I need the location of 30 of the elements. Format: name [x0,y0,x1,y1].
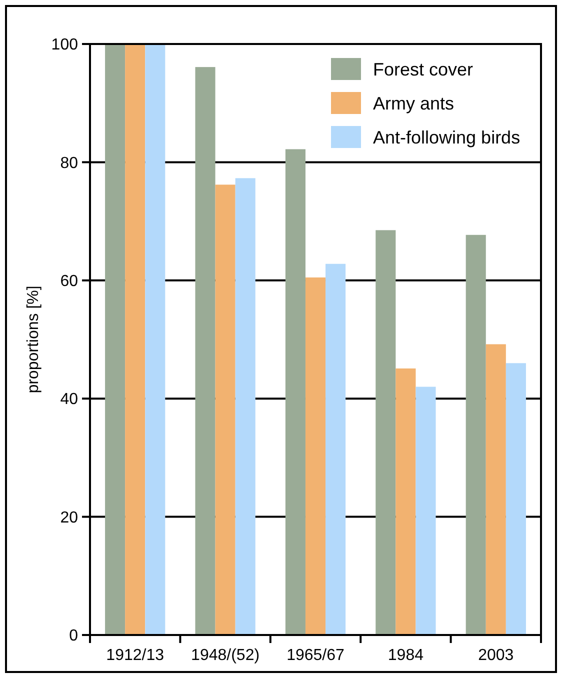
y-axis-title: proportions [%] [25,286,42,394]
bar [305,277,326,635]
y-tick-label: 60 [60,273,78,290]
legend-label: Ant-following birds [373,127,520,148]
bar [416,386,436,635]
y-tick-label: 100 [51,36,78,54]
bar [486,344,506,635]
bar [215,184,236,635]
y-tick-label: 20 [60,509,78,526]
y-tick-label: 0 [69,628,78,645]
x-tick-label: 1984 [388,647,424,664]
bar [145,44,166,635]
bar [466,234,486,635]
y-tick-label: 40 [60,391,78,408]
bar [125,44,146,635]
bar [396,368,416,635]
x-tick-label: 2003 [478,647,514,664]
bar [326,264,346,635]
x-tick-label: 1965/67 [286,647,345,664]
bar [195,67,216,635]
bar [105,44,126,635]
bar [285,149,306,635]
bar [376,230,396,635]
legend-label: Army ants [373,93,454,114]
x-tick-label: 1948/(52) [191,647,260,664]
bar [235,178,256,635]
y-tick-label: 80 [60,154,78,172]
legend-label: Forest cover [373,59,474,80]
bar [506,363,526,635]
x-tick-label: 1912/13 [106,647,164,664]
